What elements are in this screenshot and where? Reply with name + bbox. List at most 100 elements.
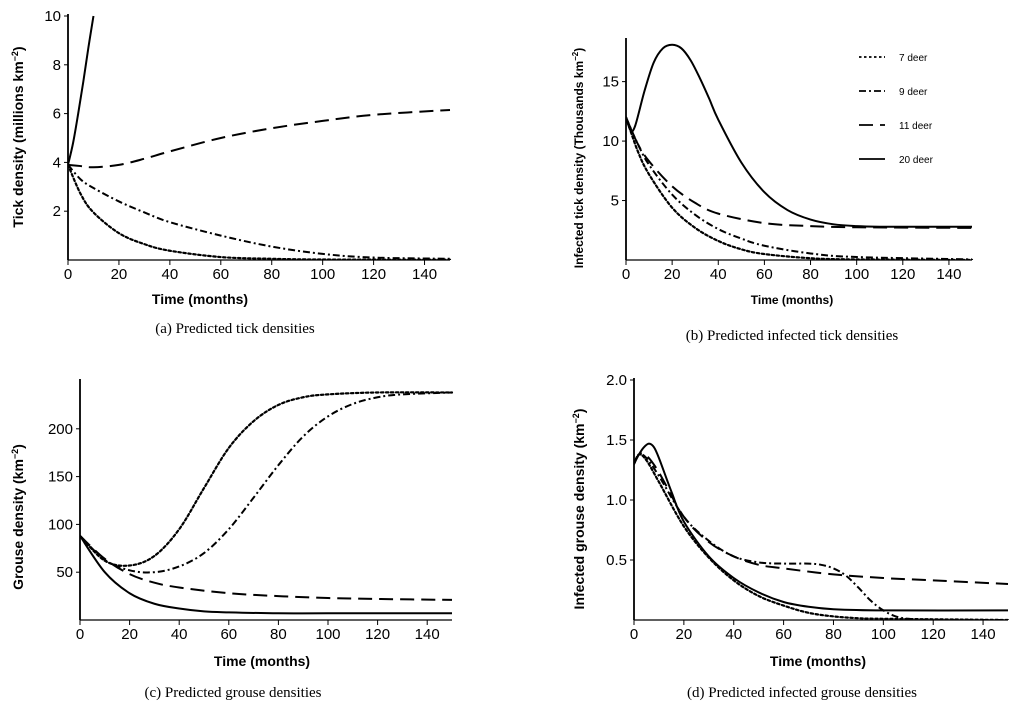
y-tick-label: 8 [53, 57, 61, 74]
x-tick-label: 100 [871, 626, 896, 643]
y-tick-label: 10 [44, 8, 61, 25]
y-tick-label: 100 [48, 516, 73, 533]
y-axis-title-c: Grouse density (km−2) [10, 444, 26, 590]
legend-label: 20 deer [899, 155, 934, 166]
y-axis-title-d-sup: −2 [571, 413, 581, 423]
x-tick-label: 60 [775, 626, 792, 643]
y-tick-label: 2 [53, 203, 61, 220]
series-line-solid [80, 535, 452, 615]
x-tick-label: 20 [121, 626, 138, 643]
plot-area-d: 0 20 40 60 80 100 120 140 0.5 1.0 1.5 2.0 [606, 372, 1010, 643]
plot-area-c: 0 20 40 60 80 100 120 140 50 100 150 200 [48, 379, 454, 643]
panel-c: 0 20 40 60 80 100 120 140 50 100 150 200 Time (mont… [10, 379, 454, 701]
x-tick-label: 80 [270, 626, 287, 643]
y-axis-title-c-main: Grouse density (km [10, 459, 26, 590]
y-axis-title-b-tail: ) [572, 48, 586, 52]
series-line-solid [634, 442, 1009, 612]
caption-d: (d) Predicted infected grouse densities [687, 685, 917, 701]
x-tick-label: 80 [825, 626, 842, 643]
caption-a: (a) Predicted tick densities [155, 321, 315, 337]
panel-a: 0 20 40 60 80 100 120 140 2 4 6 8 10 Time (months) T… [10, 8, 452, 337]
y-tick-label: 200 [48, 421, 73, 438]
panel-d: 0 20 40 60 80 100 120 140 0.5 1.0 1.5 2.0 Time (mon… [571, 372, 1010, 701]
legend-label: 7 deer [899, 53, 928, 64]
caption-b: (b) Predicted infected tick densities [686, 328, 899, 344]
y-tick-label: 15 [602, 74, 619, 91]
y-tick-label: 6 [53, 106, 61, 123]
series-line-dotted [80, 391, 454, 567]
legend-label: 11 deer [899, 121, 933, 132]
x-tick-label: 100 [844, 266, 869, 283]
x-tick-label: 100 [310, 266, 335, 283]
legend-label: 9 deer [899, 87, 928, 98]
x-tick-label: 0 [630, 626, 638, 643]
y-tick-label: 1.5 [606, 432, 627, 449]
x-tick-label: 60 [756, 266, 773, 283]
series-line-20-deer [626, 43, 972, 228]
series-line-7-deer [626, 116, 974, 260]
series-line-dotted [634, 453, 1010, 620]
series-line-9-deer [626, 116, 973, 260]
x-tick-label: 40 [162, 266, 179, 283]
y-axis-title-b-sup: −2 [571, 51, 580, 61]
x-tick-label: 80 [263, 266, 280, 283]
x-tick-label: 120 [921, 626, 946, 643]
x-tick-label: 140 [412, 266, 437, 283]
y-tick-label: 5 [611, 193, 619, 210]
plot-area-b: 0 20 40 60 80 100 120 140 5 10 15 [602, 38, 974, 283]
x-axis-title-d: Time (months) [770, 653, 866, 669]
x-tick-label: 20 [676, 626, 693, 643]
series-line-long-dash [634, 452, 1009, 585]
y-tick-label: 4 [53, 154, 61, 171]
x-tick-label: 0 [64, 266, 72, 283]
x-tick-label: 40 [710, 266, 727, 283]
y-axis-title-a-sup: −2 [10, 51, 20, 61]
x-axis-title-c: Time (months) [214, 653, 310, 669]
series-group-d [634, 442, 1010, 620]
panel-b: 0 20 40 60 80 100 120 140 5 10 15 Time (months) In… [571, 38, 974, 344]
series-line-dot-dash [634, 453, 1008, 620]
series-line-solid [68, 15, 95, 166]
series-line-long-dash [68, 108, 451, 169]
y-axis-title-d: Infected grouse density (km−2) [571, 409, 587, 610]
y-axis-title-b-main: Infected tick density (Thousands km [572, 61, 586, 268]
series-group-a [68, 15, 452, 260]
x-axis-title-a: Time (months) [152, 291, 248, 307]
x-tick-label: 100 [315, 626, 340, 643]
x-tick-label: 20 [111, 266, 128, 283]
x-tick-label: 80 [802, 266, 819, 283]
y-axis-title-d-main: Infected grouse density (km [571, 424, 587, 610]
x-tick-label: 60 [220, 626, 237, 643]
y-axis-title-b: Infected tick density (Thousands km−2) [571, 48, 586, 269]
y-tick-label: 0.5 [606, 552, 627, 569]
x-tick-label: 140 [971, 626, 996, 643]
y-tick-label: 10 [602, 133, 619, 150]
series-line-dot-dash [68, 164, 451, 260]
series-line-11-deer [626, 116, 973, 229]
series-line-dotted [68, 163, 452, 260]
y-tick-label: 150 [48, 469, 73, 486]
y-axis-title-a: Tick density (millions km−2) [10, 46, 26, 227]
series-line-dot-dash [80, 391, 453, 574]
legend-b: 7 deer 9 deer 11 deer 20 deer [859, 53, 934, 166]
y-tick-label: 1.0 [606, 492, 627, 509]
y-axis-title-c-sup: −2 [10, 449, 20, 459]
x-tick-label: 0 [622, 266, 630, 283]
plot-area-a: 0 20 40 60 80 100 120 140 2 4 6 8 10 [44, 8, 452, 283]
x-tick-label: 40 [171, 626, 188, 643]
x-tick-label: 140 [415, 626, 440, 643]
y-tick-label: 50 [56, 564, 73, 581]
x-tick-label: 0 [76, 626, 84, 643]
caption-c: (c) Predicted grouse densities [144, 685, 321, 701]
series-group-c [80, 391, 454, 615]
x-axis-title-b: Time (months) [751, 293, 833, 307]
y-tick-label: 2.0 [606, 372, 627, 389]
y-axis-title-d-tail: ) [571, 409, 587, 414]
x-tick-label: 60 [212, 266, 229, 283]
y-axis-title-a-main: Tick density (millions km [10, 61, 26, 227]
x-tick-label: 120 [361, 266, 386, 283]
series-group-b [626, 43, 974, 260]
x-tick-label: 40 [725, 626, 742, 643]
x-tick-label: 20 [664, 266, 681, 283]
